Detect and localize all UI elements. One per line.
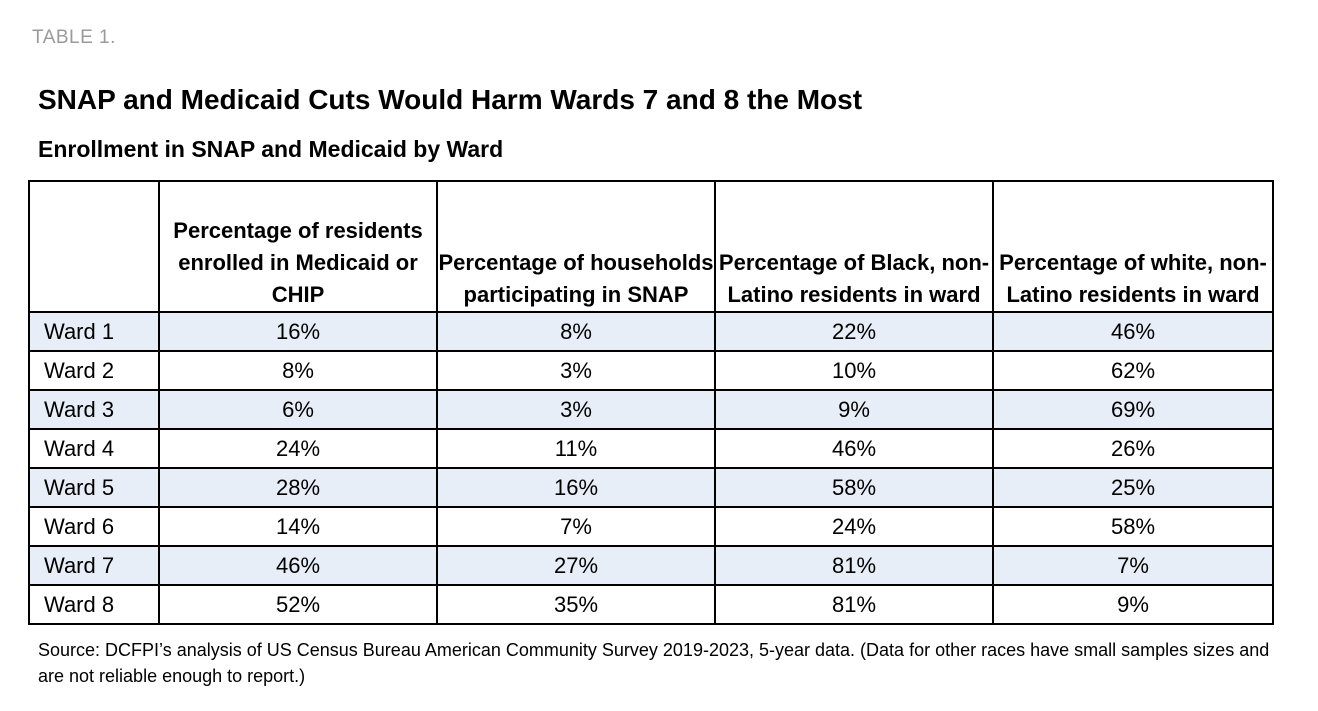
table-cell: 58%: [992, 506, 1274, 547]
ward-label-cell: Ward 3: [28, 389, 160, 430]
table-cell: 81%: [714, 545, 994, 586]
table-cell: 9%: [714, 389, 994, 430]
table-cell: 62%: [992, 350, 1274, 391]
table-cell: 7%: [436, 506, 716, 547]
table-cell: 25%: [992, 467, 1274, 508]
table-row: Ward 6 14% 7% 24% 58%: [28, 506, 1274, 547]
table-row: Ward 2 8% 3% 10% 62%: [28, 350, 1274, 391]
table-cell: 58%: [714, 467, 994, 508]
table-cell: 8%: [158, 350, 438, 391]
table-cell: 46%: [158, 545, 438, 586]
table-cell: 26%: [992, 428, 1274, 469]
table-row: Ward 3 6% 3% 9% 69%: [28, 389, 1274, 430]
table-cell: 9%: [992, 584, 1274, 625]
table-cell: 11%: [436, 428, 716, 469]
table-cell: 3%: [436, 350, 716, 391]
ward-label-cell: Ward 7: [28, 545, 160, 586]
page-title: SNAP and Medicaid Cuts Would Harm Wards …: [38, 84, 863, 115]
table-cell: 69%: [992, 389, 1274, 430]
table-cell: 52%: [158, 584, 438, 625]
table-label: TABLE 1.: [32, 27, 116, 48]
column-header: Percentage of residents enrolled in Medi…: [158, 180, 438, 313]
table-cell: 3%: [436, 389, 716, 430]
table-row: Ward 1 16% 8% 22% 46%: [28, 311, 1274, 352]
table-cell: 10%: [714, 350, 994, 391]
ward-label-cell: Ward 5: [28, 467, 160, 508]
table-header-row: Percentage of residents enrolled in Medi…: [28, 180, 1274, 313]
table-cell: 24%: [158, 428, 438, 469]
table-row: Ward 5 28% 16% 58% 25%: [28, 467, 1274, 508]
ward-label-cell: Ward 4: [28, 428, 160, 469]
table-cell: 6%: [158, 389, 438, 430]
ward-label-cell: Ward 8: [28, 584, 160, 625]
table-row: Ward 7 46% 27% 81% 7%: [28, 545, 1274, 586]
column-header: [28, 180, 160, 313]
table-cell: 81%: [714, 584, 994, 625]
source-note: Source: DCFPI’s analysis of US Census Bu…: [38, 640, 1270, 686]
table-row: Ward 8 52% 35% 81% 9%: [28, 584, 1274, 625]
ward-label-cell: Ward 6: [28, 506, 160, 547]
column-header: Percentage of Black, non-Latino resident…: [714, 180, 994, 313]
table-cell: 35%: [436, 584, 716, 625]
table-cell: 8%: [436, 311, 716, 352]
table-cell: 16%: [158, 311, 438, 352]
table-cell: 16%: [436, 467, 716, 508]
table-cell: 7%: [992, 545, 1274, 586]
page-subtitle: Enrollment in SNAP and Medicaid by Ward: [38, 136, 504, 162]
data-table: Percentage of residents enrolled in Medi…: [28, 180, 1274, 625]
ward-label-cell: Ward 1: [28, 311, 160, 352]
column-header: Percentage of white, non-Latino resident…: [992, 180, 1274, 313]
table-cell: 28%: [158, 467, 438, 508]
table-cell: 46%: [714, 428, 994, 469]
table-cell: 46%: [992, 311, 1274, 352]
table-cell: 24%: [714, 506, 994, 547]
column-header: Percentage of households participating i…: [436, 180, 716, 313]
table-row: Ward 4 24% 11% 46% 26%: [28, 428, 1274, 469]
table-cell: 22%: [714, 311, 994, 352]
table-cell: 27%: [436, 545, 716, 586]
table-cell: 14%: [158, 506, 438, 547]
ward-label-cell: Ward 2: [28, 350, 160, 391]
